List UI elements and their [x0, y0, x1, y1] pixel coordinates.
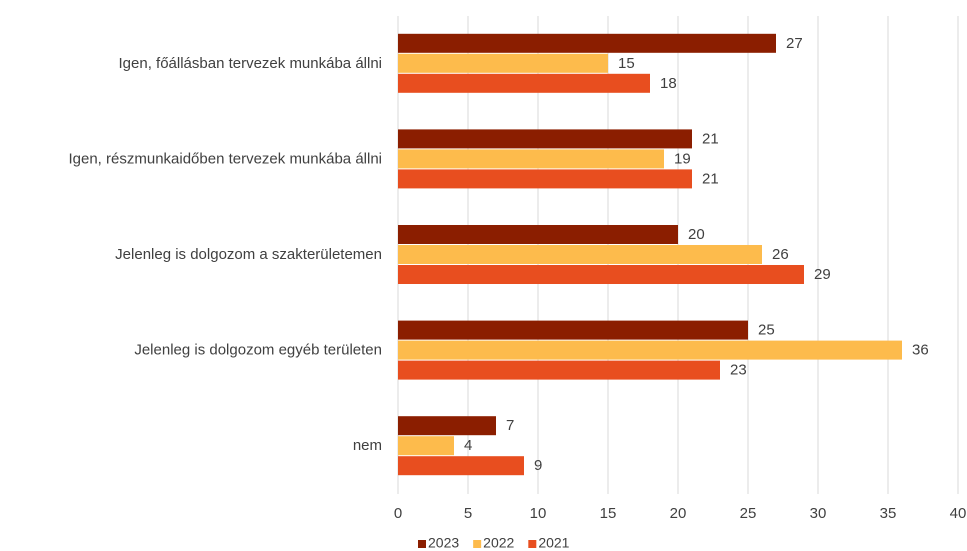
y-tick-label: Jelenleg is dolgozom egyéb területen — [134, 342, 382, 359]
bar — [398, 129, 692, 149]
legend-swatch — [528, 540, 537, 548]
y-tick-label: nem — [353, 437, 382, 454]
legend-label: 2021 — [538, 535, 569, 551]
value-label: 19 — [674, 150, 691, 167]
bar — [398, 340, 902, 360]
y-tick-label: Igen, főállásban tervezek munkába állni — [119, 55, 383, 72]
bar — [398, 53, 608, 73]
bar — [398, 149, 664, 169]
value-label: 18 — [660, 75, 677, 92]
legend-label: 2023 — [428, 535, 459, 551]
y-tick-label: Igen, részmunkaidőben tervezek munkába á… — [68, 150, 382, 167]
bar — [398, 436, 454, 456]
bar — [398, 360, 720, 380]
value-label: 15 — [618, 55, 635, 72]
value-label: 23 — [730, 362, 747, 379]
bar — [398, 245, 762, 264]
value-label: 25 — [758, 322, 775, 339]
x-tick-label: 30 — [810, 505, 827, 522]
value-label: 21 — [702, 130, 719, 147]
bar — [398, 456, 524, 476]
value-label: 4 — [464, 437, 472, 454]
x-tick-label: 25 — [740, 505, 757, 522]
bar — [398, 320, 748, 340]
legend-swatch — [418, 540, 426, 548]
y-tick-label: Jelenleg is dolgozom a szakterületemen — [115, 246, 382, 263]
legend-swatch — [473, 540, 482, 548]
value-label: 29 — [814, 266, 831, 283]
value-label: 27 — [786, 35, 803, 52]
bar — [398, 33, 776, 53]
x-tick-label: 15 — [600, 505, 617, 522]
bar — [398, 169, 692, 189]
value-label: 7 — [506, 417, 514, 434]
x-tick-label: 20 — [670, 505, 687, 522]
value-label: 26 — [772, 246, 789, 263]
bar — [398, 73, 650, 93]
x-tick-label: 40 — [950, 505, 967, 522]
value-label: 36 — [912, 342, 929, 359]
bar — [398, 225, 678, 244]
value-label: 9 — [534, 457, 542, 474]
x-tick-label: 5 — [464, 505, 472, 522]
value-label: 21 — [702, 170, 719, 187]
x-tick-label: 35 — [880, 505, 897, 522]
bar — [398, 416, 496, 436]
legend-label: 2022 — [483, 535, 514, 551]
value-label: 20 — [688, 226, 705, 243]
x-tick-label: 10 — [530, 505, 547, 522]
x-tick-label: 0 — [394, 505, 402, 522]
bar — [398, 265, 804, 284]
